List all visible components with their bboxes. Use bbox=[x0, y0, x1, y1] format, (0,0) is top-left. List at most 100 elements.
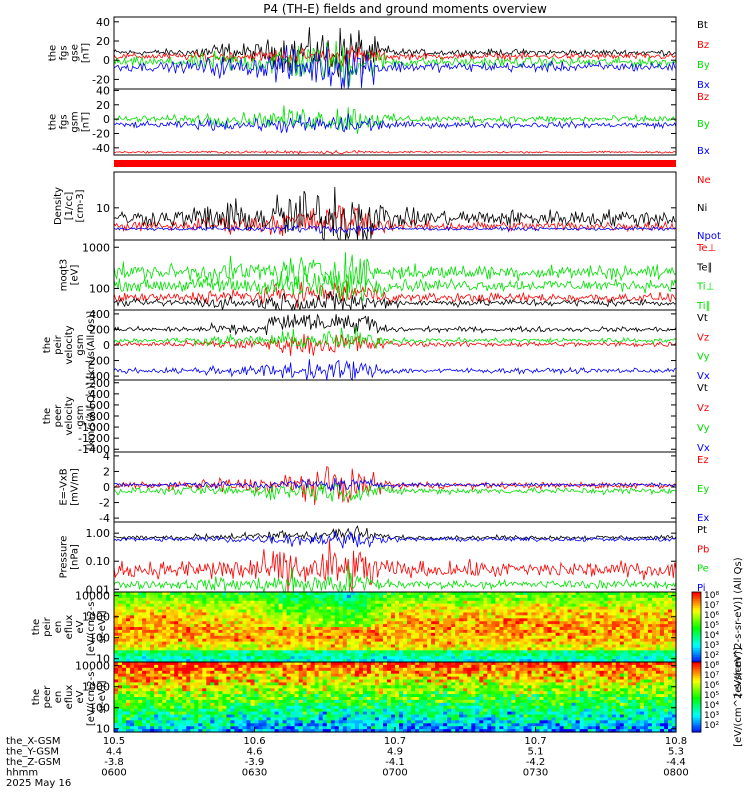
heat-cell bbox=[483, 633, 488, 637]
legend-Ez: Ez bbox=[697, 455, 709, 466]
heat-cell bbox=[114, 598, 119, 602]
heat-cell bbox=[343, 668, 348, 672]
heat-cell bbox=[584, 633, 589, 637]
heat-cell bbox=[271, 615, 276, 619]
heat-cell bbox=[407, 598, 412, 602]
heat-cell bbox=[267, 720, 272, 724]
heat-cell bbox=[475, 615, 480, 619]
heat-cell bbox=[499, 598, 504, 602]
heat-cell bbox=[495, 650, 500, 654]
heat-cell bbox=[150, 668, 155, 672]
heat-cell bbox=[166, 685, 171, 689]
heat-cell bbox=[339, 598, 344, 602]
heat-cell bbox=[198, 720, 203, 724]
heat-cell bbox=[588, 633, 593, 637]
heat-cell bbox=[419, 615, 424, 619]
heat-cell bbox=[243, 703, 248, 707]
heat-cell bbox=[648, 633, 653, 637]
heat-cell bbox=[668, 650, 673, 654]
heat-cell bbox=[214, 598, 219, 602]
heat-cell bbox=[327, 633, 332, 637]
heat-cell bbox=[475, 598, 480, 602]
heat-cell bbox=[178, 720, 183, 724]
heat-cell bbox=[255, 615, 260, 619]
y-axis-label: [nT] bbox=[81, 112, 92, 132]
y-tick-label: 40 bbox=[96, 16, 110, 29]
heat-cell bbox=[182, 668, 187, 672]
heat-cell bbox=[238, 598, 243, 602]
heat-cell bbox=[206, 703, 211, 707]
legend-Pb: Pb bbox=[697, 544, 709, 555]
heat-cell bbox=[483, 650, 488, 654]
legend-Vt: Vt bbox=[697, 313, 708, 324]
heat-cell bbox=[479, 615, 484, 619]
y-axis-label: gsm bbox=[70, 111, 81, 132]
heat-cell bbox=[439, 633, 444, 637]
heat-cell bbox=[162, 598, 167, 602]
heat-cell bbox=[198, 703, 203, 707]
y-tick-label: 1000 bbox=[82, 241, 110, 254]
heat-cell bbox=[319, 685, 324, 689]
heat-cell bbox=[182, 650, 187, 654]
heat-cell bbox=[166, 720, 171, 724]
heat-cell bbox=[234, 615, 239, 619]
heat-cell bbox=[226, 668, 231, 672]
heat-cell bbox=[415, 598, 420, 602]
heat-cell bbox=[271, 668, 276, 672]
heat-cell bbox=[206, 615, 211, 619]
heat-cell bbox=[263, 650, 268, 654]
heat-cell bbox=[584, 615, 589, 619]
heat-cell bbox=[351, 633, 356, 637]
heat-cell bbox=[206, 633, 211, 637]
heat-cell bbox=[178, 650, 183, 654]
heat-cell bbox=[307, 598, 312, 602]
heat-cell bbox=[178, 668, 183, 672]
heat-cell bbox=[138, 615, 143, 619]
heat-cell bbox=[636, 598, 641, 602]
heat-cell bbox=[335, 685, 340, 689]
heat-cell bbox=[560, 650, 565, 654]
y-tick-label: 100 bbox=[89, 282, 110, 295]
heat-cell bbox=[263, 703, 268, 707]
heat-cell bbox=[307, 685, 312, 689]
heat-cell bbox=[612, 650, 617, 654]
heat-cell bbox=[130, 650, 135, 654]
heat-cell bbox=[447, 650, 452, 654]
heat-cell bbox=[399, 650, 404, 654]
heat-cell bbox=[114, 650, 119, 654]
heat-cell bbox=[660, 615, 665, 619]
heat-cell bbox=[299, 615, 304, 619]
legend-Vy: Vy bbox=[697, 423, 710, 434]
heat-cell bbox=[146, 720, 151, 724]
heat-cell bbox=[343, 615, 348, 619]
heat-cell bbox=[138, 668, 143, 672]
legend-By: By bbox=[697, 119, 710, 130]
heat-cell bbox=[303, 598, 308, 602]
heat-cell bbox=[263, 685, 268, 689]
heat-cell bbox=[186, 685, 191, 689]
heat-cell bbox=[311, 703, 316, 707]
heat-cell bbox=[315, 633, 320, 637]
heat-cell bbox=[479, 650, 484, 654]
colorbar-tick: 10⁷ bbox=[704, 601, 719, 611]
legend-Bz: Bz bbox=[697, 40, 709, 51]
heat-cell bbox=[271, 598, 276, 602]
heat-cell bbox=[511, 633, 516, 637]
heat-cell bbox=[238, 650, 243, 654]
heat-cell bbox=[210, 615, 215, 619]
heat-cell bbox=[218, 685, 223, 689]
panel-frame bbox=[114, 452, 676, 522]
heat-cell bbox=[600, 598, 605, 602]
y-axis-label: the bbox=[31, 619, 42, 635]
heat-cell bbox=[267, 615, 272, 619]
heat-cell bbox=[463, 615, 468, 619]
heat-cell bbox=[271, 720, 276, 724]
heat-cell bbox=[150, 685, 155, 689]
heat-cell bbox=[118, 668, 123, 672]
heat-cell bbox=[383, 598, 388, 602]
heat-cell bbox=[198, 650, 203, 654]
y-axis-label: velocity bbox=[64, 325, 75, 364]
heat-cell bbox=[451, 633, 456, 637]
colorbar-tick: 10⁴ bbox=[704, 631, 719, 641]
